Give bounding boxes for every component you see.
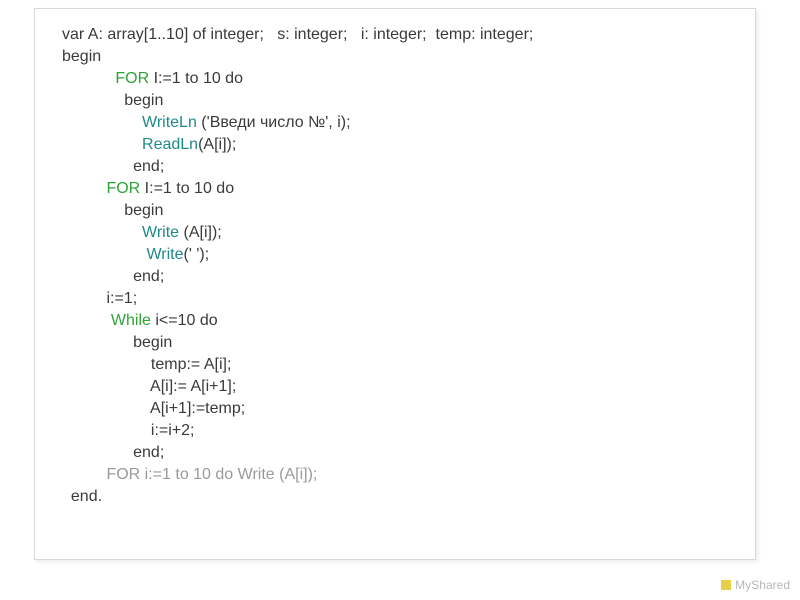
code-line: begin bbox=[62, 202, 163, 219]
code-line: end; bbox=[62, 158, 164, 175]
watermark: МуShared bbox=[721, 578, 790, 592]
code-line: FOR I:=1 to 10 do bbox=[62, 70, 243, 87]
code-line: WriteLn ('Введи число №', i); bbox=[62, 114, 351, 131]
code-line: Write (A[i]); bbox=[62, 224, 222, 241]
code-line: temp:= A[i]; bbox=[62, 356, 231, 373]
code-line: var A: array[1..10] of integer; s: integ… bbox=[62, 26, 533, 43]
code-line: A[i]:= A[i+1]; bbox=[62, 378, 236, 395]
code-line: begin bbox=[62, 48, 101, 65]
watermark-icon bbox=[721, 580, 731, 590]
code-line: end; bbox=[62, 268, 164, 285]
code-line: While i<=10 do bbox=[62, 312, 218, 329]
code-line: ReadLn(A[i]); bbox=[62, 136, 236, 153]
code-line: FOR I:=1 to 10 do bbox=[62, 180, 234, 197]
code-line: begin bbox=[62, 92, 163, 109]
code-line: i:=1; bbox=[62, 290, 137, 307]
code-line: FOR i:=1 to 10 do Write (A[i]); bbox=[62, 466, 317, 483]
code-line: A[i+1]:=temp; bbox=[62, 400, 245, 417]
watermark-text: МуShared bbox=[735, 578, 790, 592]
slide-page: var A: array[1..10] of integer; s: integ… bbox=[0, 0, 800, 600]
code-line: end. bbox=[62, 488, 102, 505]
code-block: var A: array[1..10] of integer; s: integ… bbox=[62, 24, 742, 508]
code-line: Write(' '); bbox=[62, 246, 209, 263]
code-line: i:=i+2; bbox=[62, 422, 195, 439]
code-line: end; bbox=[62, 444, 164, 461]
code-line: begin bbox=[62, 334, 172, 351]
